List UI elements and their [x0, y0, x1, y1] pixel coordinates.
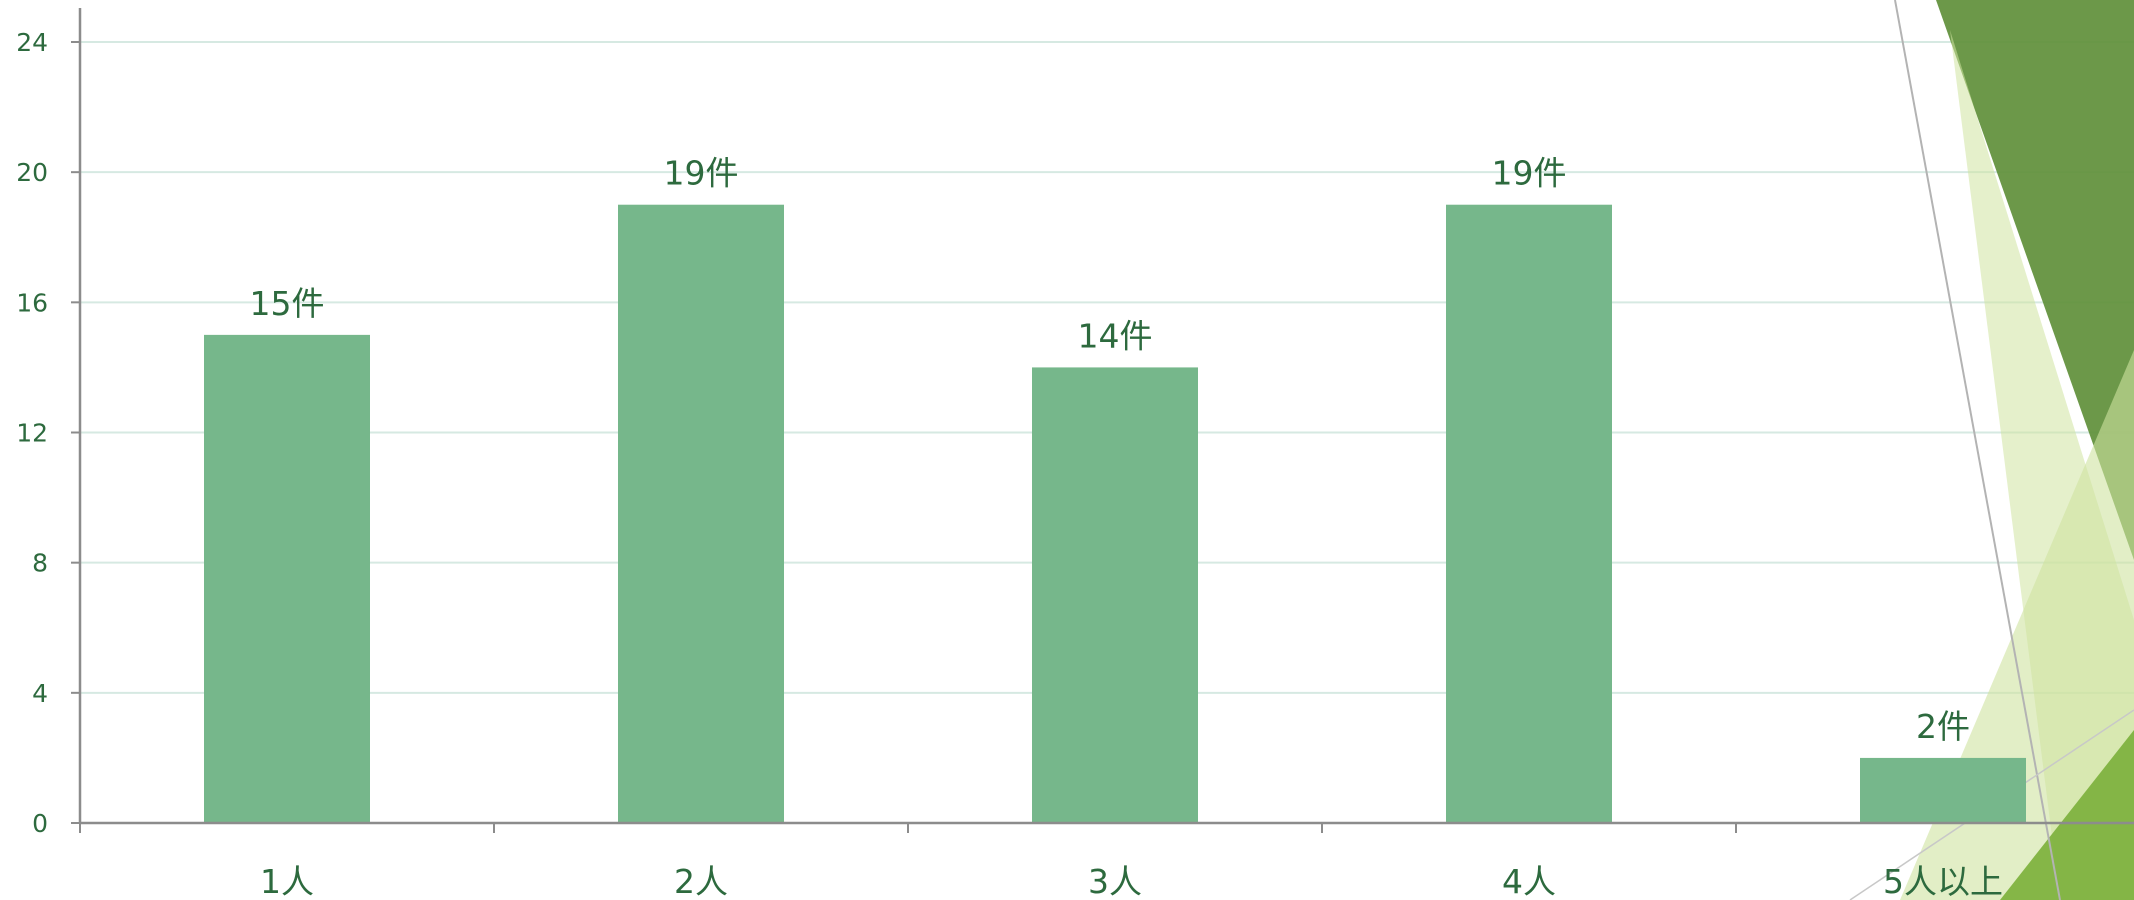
y-tick-label: 16 — [16, 288, 48, 317]
x-tick-label: 4人 — [1502, 862, 1556, 900]
bar — [1032, 367, 1198, 823]
axes — [71, 8, 2134, 833]
y-tick-label: 4 — [32, 679, 48, 708]
bar — [204, 334, 370, 823]
labels: 15件 1人 19件 2人 14件 3人 19件 4人 2件 5人以上 0 4 8 12 16 20 24 — [16, 28, 2003, 900]
y-tick-label: 12 — [16, 419, 48, 448]
bar — [1860, 757, 2026, 823]
deco-thin-line — [1894, 0, 2061, 900]
data-label: 15件 — [250, 284, 325, 323]
deco-mid-triangle — [2000, 730, 2134, 900]
x-tick-label: 5人以上 — [1883, 862, 2003, 900]
data-label: 19件 — [664, 154, 739, 193]
data-label: 19件 — [1492, 154, 1567, 193]
y-tick-label: 8 — [32, 549, 48, 578]
x-tick-label: 1人 — [260, 862, 314, 900]
bar — [618, 204, 784, 824]
bar — [1446, 204, 1612, 824]
bars — [204, 204, 2026, 824]
deco-dark-triangle — [1936, 0, 2134, 560]
data-label: 14件 — [1078, 316, 1153, 355]
y-tick-label: 20 — [16, 158, 48, 187]
x-tick-label: 3人 — [1088, 862, 1142, 900]
x-tick-label: 2人 — [674, 862, 728, 900]
y-tick-label: 0 — [32, 809, 48, 838]
y-tick-label: 24 — [16, 28, 48, 57]
data-label: 2件 — [1916, 707, 1970, 746]
